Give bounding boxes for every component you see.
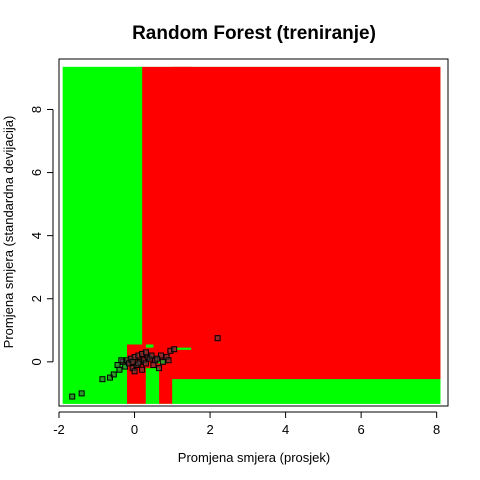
data-point-1	[78, 390, 85, 397]
data-point-25	[157, 352, 164, 359]
x-tick-label-2: 2	[206, 422, 213, 437]
region-red-4	[159, 368, 173, 404]
x-tick-label-3: 4	[282, 422, 289, 437]
y-tick-label-2: 4	[29, 232, 44, 239]
data-point-39	[165, 357, 172, 364]
y-tick-label-4: 8	[29, 106, 44, 113]
data-point-37	[135, 360, 142, 367]
data-point-19	[142, 360, 149, 367]
region-green-7	[126, 66, 143, 345]
chart-title: Random Forest (treniranje)	[132, 23, 376, 44]
region-green-6	[62, 66, 127, 404]
y-tick-label-1: 2	[29, 295, 44, 302]
data-point-30	[156, 365, 163, 372]
data-point-3	[106, 374, 113, 381]
region-red-5	[172, 66, 192, 348]
x-tick-label-1: 0	[131, 422, 138, 437]
data-point-21	[131, 368, 138, 375]
x-axis-label: Promjena smjera (prosjek)	[178, 450, 330, 465]
region-green-12	[145, 344, 154, 348]
data-point-6	[116, 366, 123, 373]
x-tick-label-4: 6	[358, 422, 365, 437]
x-axis: -2 0 2 4 6 8	[53, 411, 440, 437]
data-point-4	[110, 371, 117, 378]
x-tick-label-0: -2	[53, 422, 65, 437]
y-axis-label: Promjena smjera (standardna devijacija)	[1, 116, 16, 349]
data-point-31	[139, 366, 146, 373]
data-point-36	[129, 358, 136, 365]
region-green-8	[145, 368, 160, 404]
region-green-9	[172, 379, 441, 404]
data-point-8	[122, 363, 129, 370]
y-tick-label-0: 0	[29, 358, 44, 365]
training-points	[69, 335, 221, 400]
y-axis: 0 2 4 6 8	[29, 106, 54, 365]
plot-frame	[58, 58, 449, 407]
y-tick-label-3: 6	[29, 169, 44, 176]
data-point-32	[118, 357, 125, 364]
data-point-35	[142, 349, 149, 356]
region-red-1	[142, 66, 441, 380]
data-point-34	[214, 335, 221, 342]
data-point-29	[171, 346, 178, 353]
region-green-11	[176, 347, 192, 350]
decision-regions	[62, 66, 441, 404]
data-point-0	[69, 393, 76, 400]
data-point-2	[99, 376, 106, 383]
data-point-33	[148, 352, 155, 359]
data-point-26	[159, 358, 166, 365]
x-tick-label-5: 8	[433, 422, 440, 437]
data-point-38	[154, 355, 161, 362]
